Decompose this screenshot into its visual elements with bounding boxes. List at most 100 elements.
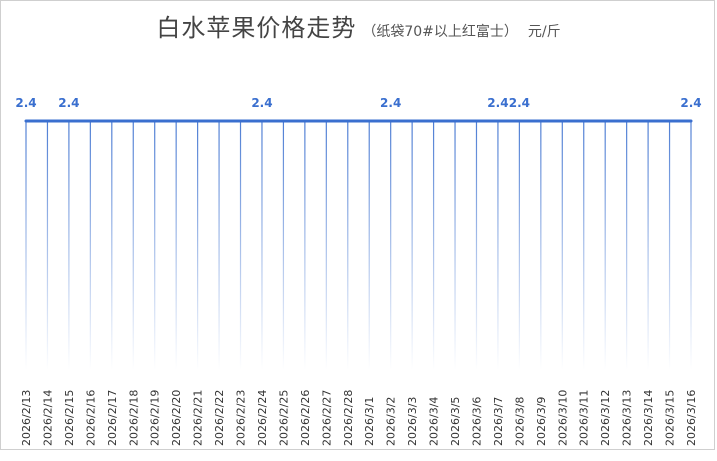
- data-point-31: [689, 119, 693, 123]
- data-point-15: [346, 119, 350, 123]
- drop-line-12: [282, 121, 285, 370]
- data-point-14: [324, 119, 328, 123]
- data-label-group: 2.4 2.4 2.4 2.4 2.4 2.4 2.4: [15, 96, 701, 110]
- drop-line-28: [626, 121, 628, 370]
- data-point-19: [432, 119, 436, 123]
- drop-line-19: [432, 121, 435, 370]
- x-tick-label-30: 2026/3/15: [664, 390, 677, 446]
- data-point-6: [153, 119, 157, 123]
- x-tick-label-6: 2026/2/19: [149, 390, 162, 446]
- data-point-7: [174, 119, 178, 123]
- drop-lines: [25, 121, 692, 370]
- drop-line-31: [690, 121, 692, 370]
- x-tick-label-16: 2026/3/1: [363, 397, 376, 446]
- x-tick-label-26: 2026/3/11: [578, 390, 591, 446]
- data-point-0: [24, 119, 28, 123]
- data-point-23: [517, 119, 521, 123]
- data-point-10: [239, 119, 243, 123]
- x-tick-label-23: 2026/3/8: [513, 397, 526, 446]
- drop-line-14: [325, 121, 327, 370]
- drop-line-11: [261, 121, 263, 370]
- x-tick-label-22: 2026/3/7: [492, 397, 505, 446]
- x-tick-label-28: 2026/3/13: [621, 390, 634, 446]
- x-tick-label-20: 2026/3/5: [449, 397, 462, 446]
- drop-line-26: [583, 121, 585, 370]
- drop-line-22: [497, 121, 499, 370]
- data-point-22: [496, 119, 500, 123]
- drop-line-20: [454, 121, 456, 370]
- data-point-1: [45, 119, 49, 123]
- x-tick-label-8: 2026/2/21: [192, 390, 205, 446]
- data-point-5: [131, 119, 135, 123]
- data-label-17: 2.4: [380, 96, 401, 110]
- data-point-24: [539, 119, 543, 123]
- data-point-28: [625, 119, 629, 123]
- x-tick-label-11: 2026/2/24: [256, 390, 269, 446]
- x-tick-label-14: 2026/2/27: [320, 390, 333, 446]
- drop-line-24: [540, 121, 542, 370]
- drop-line-21: [475, 121, 478, 370]
- chart-title: 白水苹果价格走势: [156, 14, 357, 42]
- x-tick-label-31: 2026/3/16: [685, 390, 698, 446]
- data-point-30: [668, 119, 672, 123]
- drop-line-29: [647, 121, 649, 370]
- drop-line-13: [304, 121, 306, 370]
- data-point-16: [367, 119, 371, 123]
- x-tick-label-21: 2026/3/6: [470, 397, 483, 446]
- data-point-9: [217, 119, 221, 123]
- x-tick-label-1: 2026/2/14: [41, 390, 54, 446]
- drop-line-3: [89, 121, 91, 370]
- data-point-11: [260, 119, 264, 123]
- drop-line-8: [197, 121, 199, 370]
- drop-line-10: [239, 121, 242, 370]
- x-tick-label-18: 2026/3/3: [406, 397, 419, 446]
- data-point-27: [603, 119, 607, 123]
- drop-line-6: [154, 121, 156, 370]
- drop-line-5: [132, 121, 134, 370]
- data-point-20: [453, 119, 457, 123]
- data-point-3: [88, 119, 92, 123]
- drop-line-9: [218, 121, 220, 370]
- data-point-26: [582, 119, 586, 123]
- x-axis-ticks: 2026/2/13 2026/2/14 2026/2/15 2026/2/16 2026…: [20, 390, 698, 446]
- drop-line-18: [411, 121, 413, 370]
- drop-line-27: [604, 121, 606, 370]
- data-label-22: 2.4: [487, 96, 508, 110]
- series-line-group: [24, 119, 693, 123]
- data-label-23: 2.4: [509, 96, 530, 110]
- data-label-0: 2.4: [15, 96, 36, 110]
- data-point-2: [67, 119, 71, 123]
- data-point-8: [196, 119, 200, 123]
- drop-line-2: [68, 121, 70, 370]
- x-tick-label-5: 2026/2/18: [127, 390, 140, 446]
- x-tick-label-25: 2026/3/10: [556, 390, 569, 446]
- chart-frame: [0, 0, 715, 450]
- x-tick-label-13: 2026/2/26: [299, 390, 312, 446]
- x-tick-label-7: 2026/2/20: [170, 390, 183, 446]
- x-tick-label-10: 2026/2/23: [235, 390, 248, 446]
- x-tick-label-19: 2026/3/4: [428, 397, 441, 446]
- x-tick-label-9: 2026/2/22: [213, 390, 226, 446]
- data-point-17: [389, 119, 393, 123]
- drop-line-17: [390, 121, 392, 370]
- drop-line-23: [518, 121, 520, 370]
- x-tick-label-0: 2026/2/13: [20, 390, 33, 446]
- drop-line-16: [368, 121, 370, 370]
- drop-line-25: [561, 121, 563, 370]
- x-tick-label-2: 2026/2/15: [63, 390, 76, 446]
- data-point-29: [646, 119, 650, 123]
- drop-line-30: [668, 121, 671, 370]
- data-point-4: [110, 119, 114, 123]
- x-tick-label-27: 2026/3/12: [599, 390, 612, 446]
- x-tick-label-4: 2026/2/17: [106, 390, 119, 446]
- data-label-11: 2.4: [251, 96, 272, 110]
- drop-line-1: [46, 121, 49, 370]
- data-label-31: 2.4: [680, 96, 701, 110]
- drop-line-15: [347, 121, 349, 370]
- drop-line-0: [25, 121, 27, 370]
- data-point-12: [281, 119, 285, 123]
- drop-line-7: [175, 121, 177, 370]
- data-point-18: [410, 119, 414, 123]
- chart-title-row: 白水苹果价格走势 （纸袋70#以上红富士） 元/斤: [0, 8, 717, 48]
